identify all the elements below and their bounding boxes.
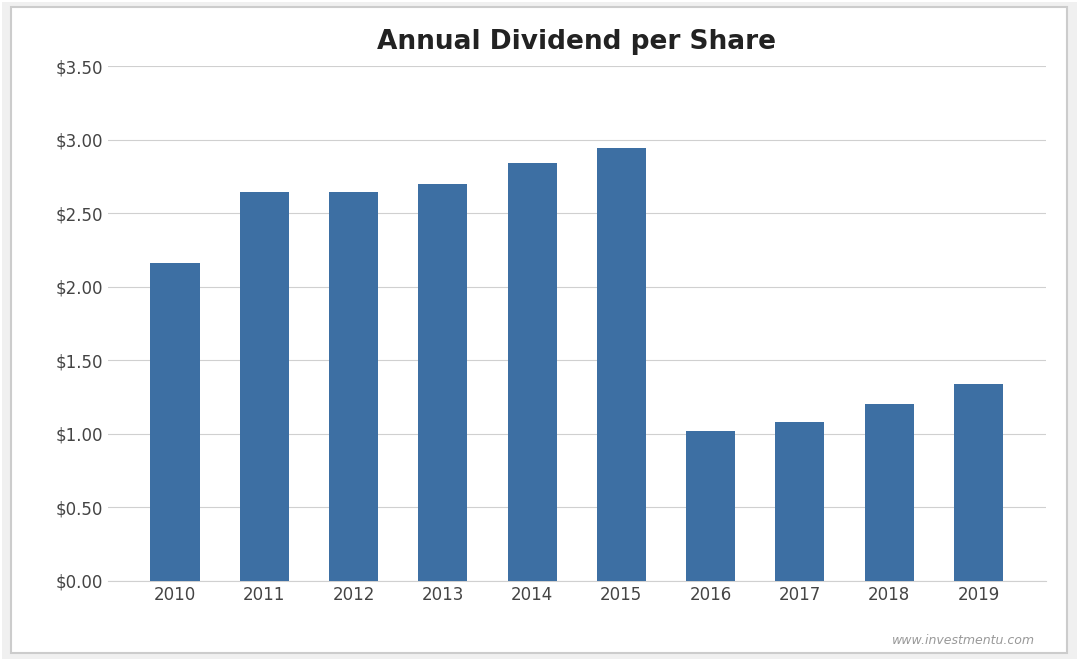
Bar bbox=[954, 383, 1003, 581]
Bar bbox=[865, 405, 914, 581]
Title: Annual Dividend per Share: Annual Dividend per Share bbox=[377, 29, 776, 55]
Bar bbox=[597, 148, 646, 581]
Bar bbox=[151, 263, 199, 581]
Bar bbox=[775, 422, 825, 581]
Bar bbox=[329, 193, 378, 581]
Bar bbox=[508, 163, 556, 581]
Bar bbox=[686, 431, 735, 581]
Bar bbox=[239, 193, 289, 581]
Bar bbox=[418, 183, 468, 581]
Text: www.investmentu.com: www.investmentu.com bbox=[892, 634, 1035, 647]
